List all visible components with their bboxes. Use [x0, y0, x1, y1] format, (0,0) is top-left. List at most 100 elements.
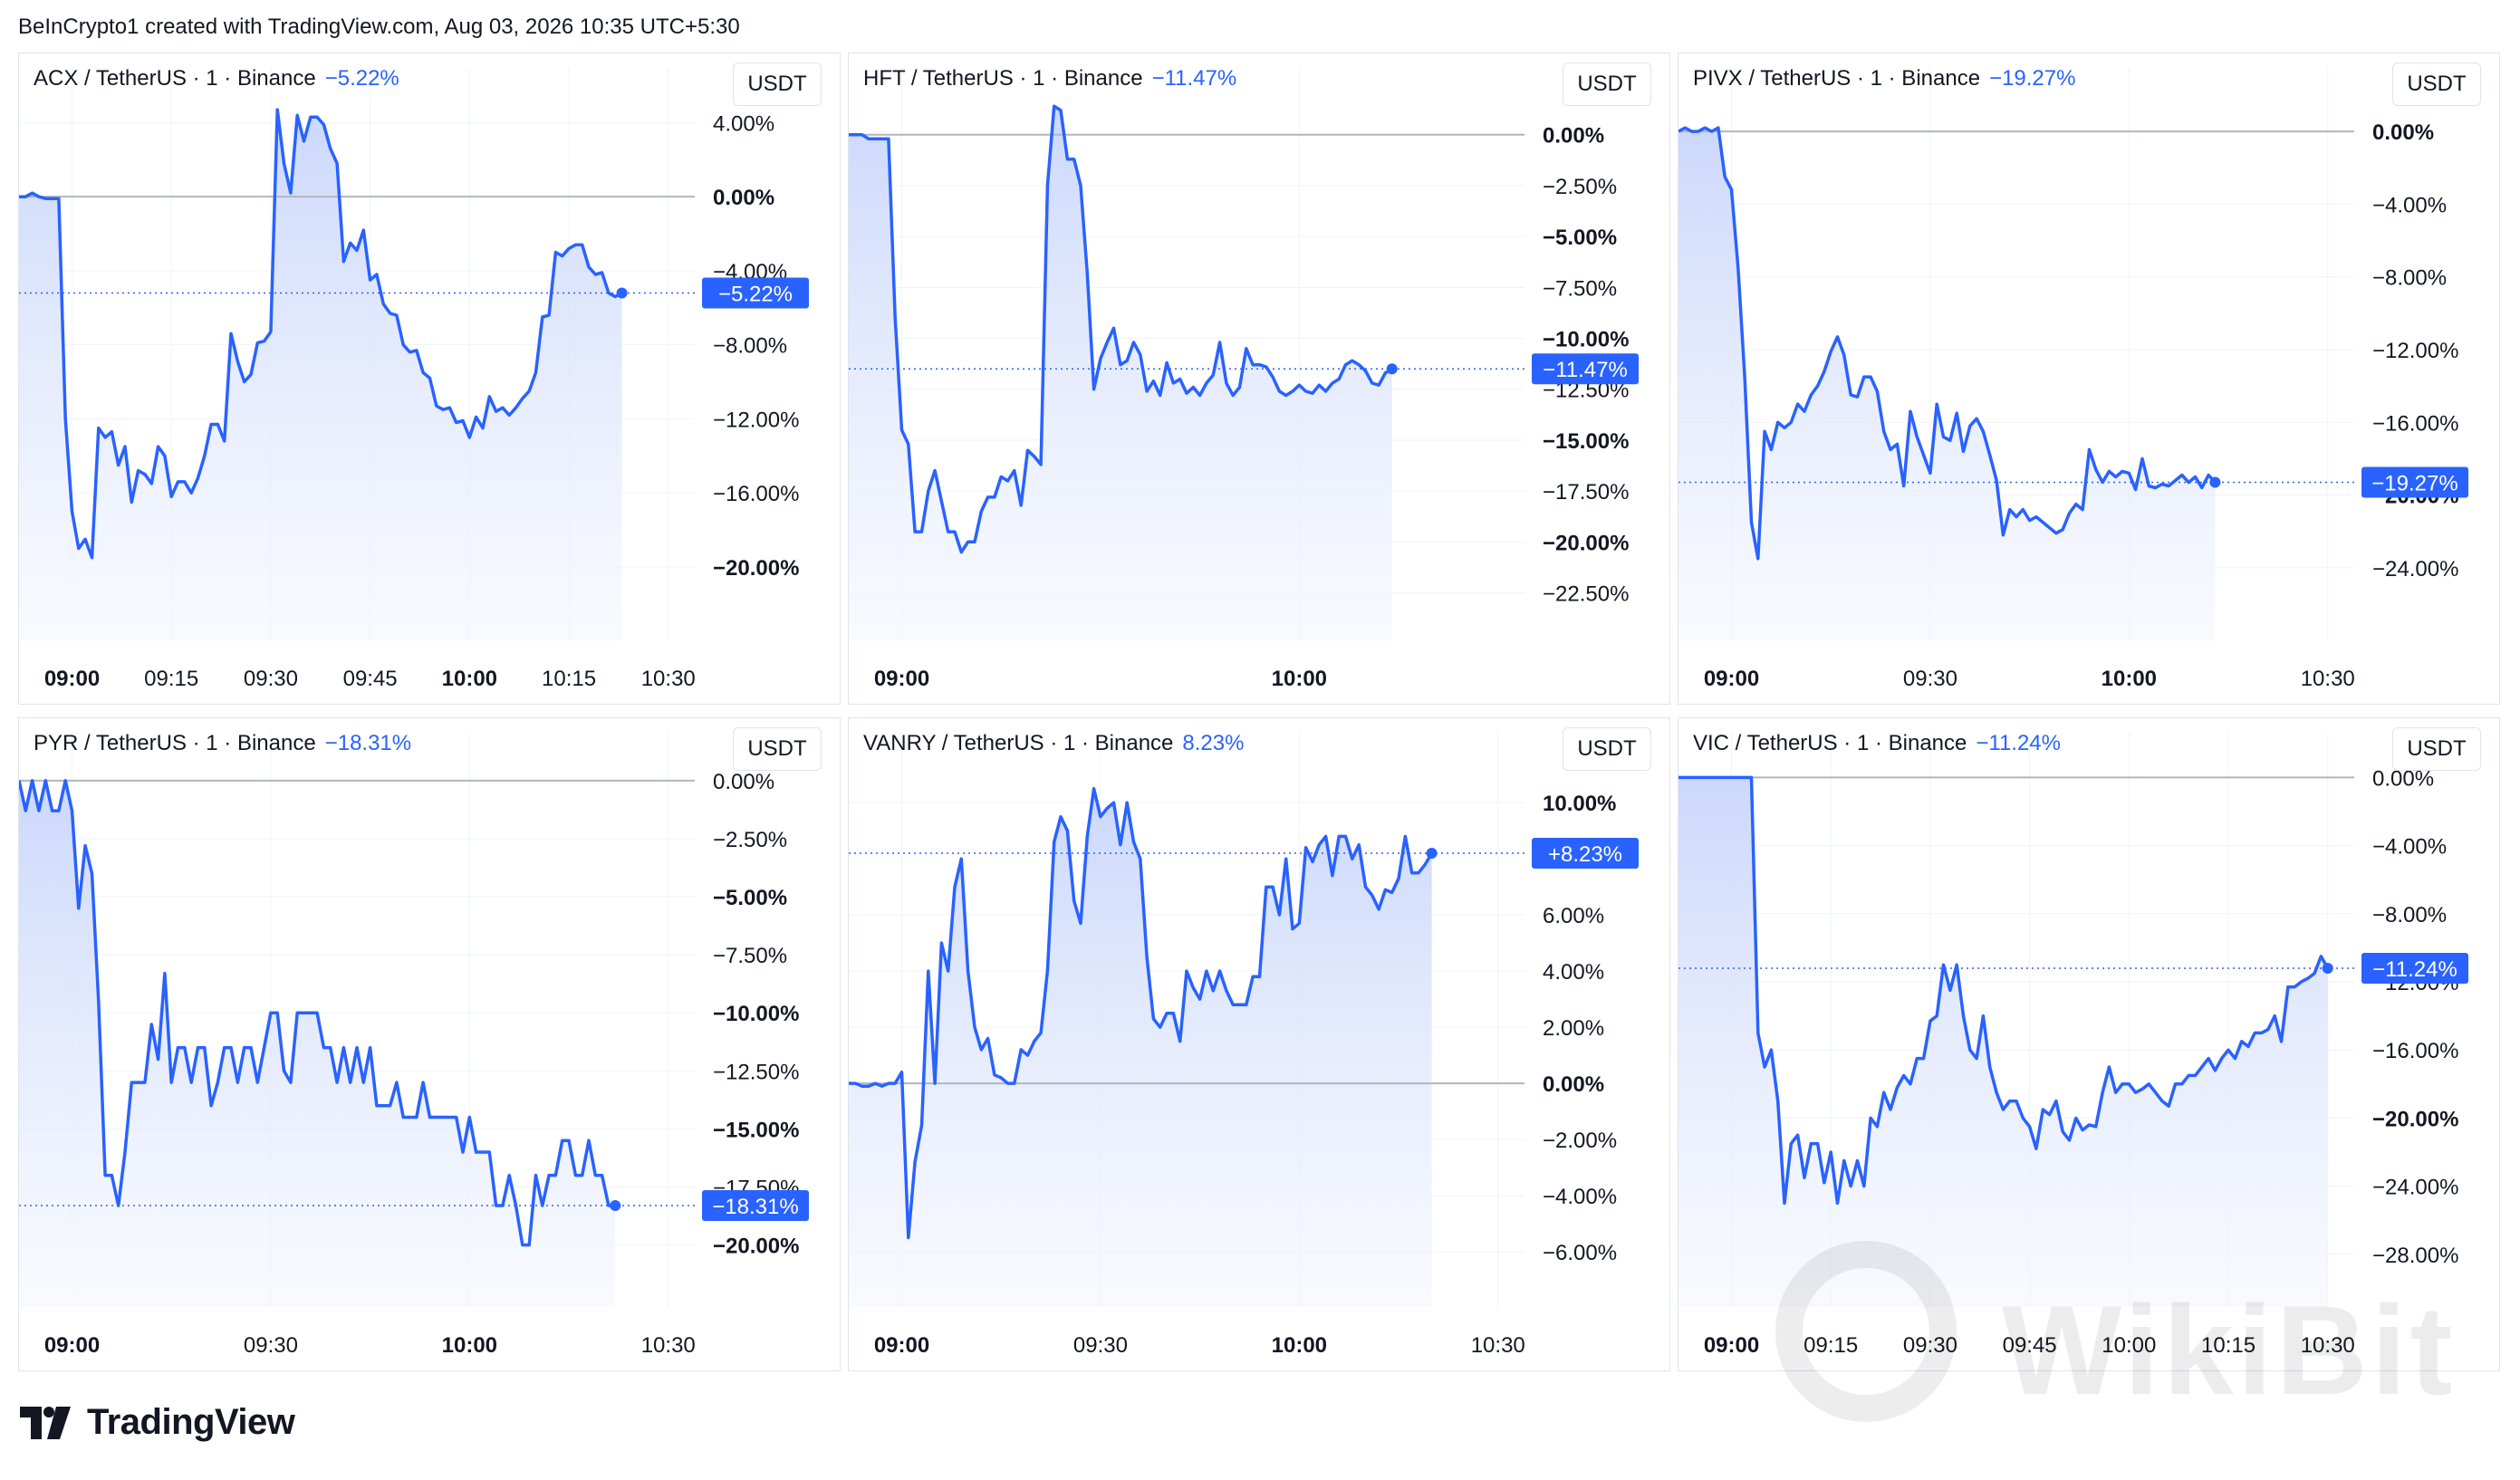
- last-point-dot: [2209, 476, 2221, 488]
- area-fill: [19, 780, 616, 1307]
- x-tick-label: 10:30: [641, 667, 696, 691]
- current-value-label: −5.22%: [718, 282, 793, 306]
- y-tick-label: −5.00%: [1543, 226, 1617, 250]
- currency-button[interactable]: USDT: [1563, 727, 1651, 771]
- chart-panel-hft[interactable]: 09:00 10:00 0.00% −2.50% −5.00% −7.50% −10.00%…: [848, 53, 1670, 705]
- y-tick-label: −15.00%: [713, 1118, 799, 1142]
- chart-svg: 09:00 09:30 10:00 10:30 10.00% 6.00% 4.00% 2.00…: [849, 733, 1639, 1358]
- x-tick-label: 10:30: [2301, 1333, 2355, 1358]
- y-tick-label: 0.00%: [713, 186, 774, 210]
- x-tick-label: 10:00: [442, 1333, 497, 1358]
- y-tick-label: 4.00%: [713, 111, 774, 136]
- last-point-dot: [1386, 363, 1398, 375]
- x-tick-label: 10:30: [2301, 667, 2355, 691]
- last-point-dot: [1426, 847, 1438, 859]
- chart-svg: 09:00 10:00 0.00% −2.50% −5.00% −7.50% −10.00%…: [849, 68, 1639, 691]
- y-tick-label: −2.50%: [1543, 175, 1617, 199]
- y-tick-label: 4.00%: [1543, 960, 1604, 985]
- y-tick-label: −20.00%: [2372, 1107, 2458, 1131]
- tradingview-logo-icon: [20, 1406, 71, 1439]
- panel-title: VANRY / TetherUS · 1 · Binance 8.23%: [863, 731, 1244, 756]
- x-tick-label: 09:15: [144, 667, 198, 691]
- currency-button[interactable]: USDT: [1563, 62, 1651, 106]
- y-tick-label: −5.00%: [713, 886, 787, 910]
- x-tick-label: 09:00: [44, 667, 100, 691]
- y-tick-label: 0.00%: [1543, 1072, 1604, 1097]
- y-tick-label: −28.00%: [2372, 1244, 2458, 1268]
- x-tick-label: 10:30: [641, 1333, 696, 1358]
- current-value-box: [2361, 466, 2468, 498]
- chart-svg: 09:00 09:15 09:30 09:45 10:00 10:15 10:30 4.00%…: [19, 68, 809, 691]
- x-tick-label: 09:30: [244, 667, 298, 691]
- chart-panel-vic[interactable]: 09:00 09:15 09:30 09:45 10:00 10:15 10:30 0.00%…: [1678, 717, 2500, 1371]
- y-tick-label: −8.00%: [2372, 903, 2447, 927]
- y-tick-label: −16.00%: [713, 482, 799, 506]
- price-line: [849, 104, 1393, 554]
- current-value-label: −11.47%: [1543, 358, 1628, 382]
- y-tick-label: −20.00%: [713, 1235, 799, 1259]
- y-tick-label: −2.00%: [1543, 1129, 1617, 1153]
- y-tick-label: −24.00%: [2372, 1176, 2458, 1200]
- symbol-label: PIVX / TetherUS · 1 · Binance: [1693, 66, 1981, 91]
- chart-panel-pyr[interactable]: 09:00 09:30 10:00 10:30 0.00% −2.50% −5.00% −7.…: [18, 717, 841, 1371]
- symbol-label: VANRY / TetherUS · 1 · Binance: [863, 731, 1174, 755]
- chart-panel-acx[interactable]: 09:00 09:15 09:30 09:45 10:00 10:15 10:30 4.00%…: [18, 53, 841, 705]
- panel-title: VIC / TetherUS · 1 · Binance −11.24%: [1693, 731, 2061, 756]
- x-tick-label: 09:30: [1073, 1333, 1128, 1358]
- x-tick-label: 09:45: [343, 667, 398, 691]
- y-tick-label: −4.00%: [2372, 193, 2447, 217]
- last-point-dot: [2322, 962, 2333, 974]
- y-tick-label: 10.00%: [1543, 792, 1616, 816]
- chart-panel-pivx[interactable]: 09:00 09:30 10:00 10:30 0.00% −4.00% −8.00% −12…: [1678, 53, 2500, 705]
- current-value-label: −18.31%: [712, 1195, 798, 1219]
- price-line: [849, 786, 1434, 1240]
- y-tick-label: −24.00%: [2372, 557, 2458, 581]
- currency-button[interactable]: USDT: [2392, 62, 2481, 106]
- symbol-label: VIC / TetherUS · 1 · Binance: [1693, 731, 1967, 755]
- y-tick-label: −12.00%: [713, 408, 799, 432]
- x-tick-label: 09:30: [1903, 667, 1957, 691]
- chart-panel-vanry[interactable]: 09:00 09:30 10:00 10:30 10.00% 6.00% 4.00% 2.00…: [848, 717, 1670, 1371]
- chart-svg: 09:00 09:15 09:30 09:45 10:00 10:15 10:300.00%…: [1678, 733, 2468, 1358]
- panel-title: PYR / TetherUS · 1 · Binance −18.31%: [34, 731, 411, 756]
- price-line: [19, 108, 623, 560]
- y-tick-label: −4.00%: [1543, 1185, 1617, 1209]
- tradingview-logo[interactable]: TradingView: [20, 1402, 295, 1443]
- price-line: [1678, 775, 2330, 1206]
- change-label: −11.47%: [1151, 66, 1237, 91]
- x-tick-label: 09:00: [874, 667, 929, 691]
- x-tick-label: 10:15: [542, 667, 596, 691]
- symbol-label: ACX / TetherUS · 1 · Binance: [34, 66, 316, 91]
- y-tick-label: −2.50%: [713, 828, 787, 852]
- y-tick-label: −22.50%: [1543, 582, 1629, 607]
- change-label: −18.31%: [324, 731, 412, 755]
- area-fill: [849, 788, 1432, 1307]
- currency-button[interactable]: USDT: [2392, 727, 2481, 771]
- x-tick-label: 09:00: [44, 1333, 100, 1358]
- change-label: 8.23%: [1182, 731, 1245, 755]
- x-tick-label: 10:00: [2102, 667, 2157, 691]
- last-point-dot: [610, 1199, 621, 1211]
- current-value-label: −19.27%: [2371, 471, 2457, 495]
- y-tick-label: −8.00%: [713, 334, 787, 359]
- y-tick-label: 6.00%: [1543, 904, 1604, 928]
- chart-svg: 09:00 09:30 10:00 10:30 0.00% −2.50% −5.00% −7.…: [19, 733, 809, 1358]
- chart-header-caption: BeInCrypto1 created with TradingView.com…: [18, 14, 740, 39]
- current-value-box: [1532, 353, 1639, 385]
- currency-button[interactable]: USDT: [733, 62, 822, 106]
- change-label: −5.22%: [324, 66, 399, 91]
- y-tick-label: −16.00%: [2372, 1039, 2458, 1063]
- y-tick-label: −10.00%: [1543, 328, 1629, 352]
- current-value-label: −11.24%: [2372, 957, 2457, 982]
- x-tick-label: 09:45: [2003, 1333, 2057, 1358]
- last-point-dot: [616, 287, 628, 299]
- x-tick-label: 10:15: [2201, 1333, 2255, 1358]
- x-tick-label: 09:00: [1704, 1333, 1759, 1358]
- currency-button[interactable]: USDT: [733, 727, 822, 771]
- y-tick-label: −10.00%: [713, 1002, 799, 1026]
- y-tick-label: −7.50%: [713, 944, 787, 968]
- x-tick-label: 09:30: [244, 1333, 298, 1358]
- area-fill: [1678, 128, 2216, 641]
- area-fill: [1678, 777, 2328, 1307]
